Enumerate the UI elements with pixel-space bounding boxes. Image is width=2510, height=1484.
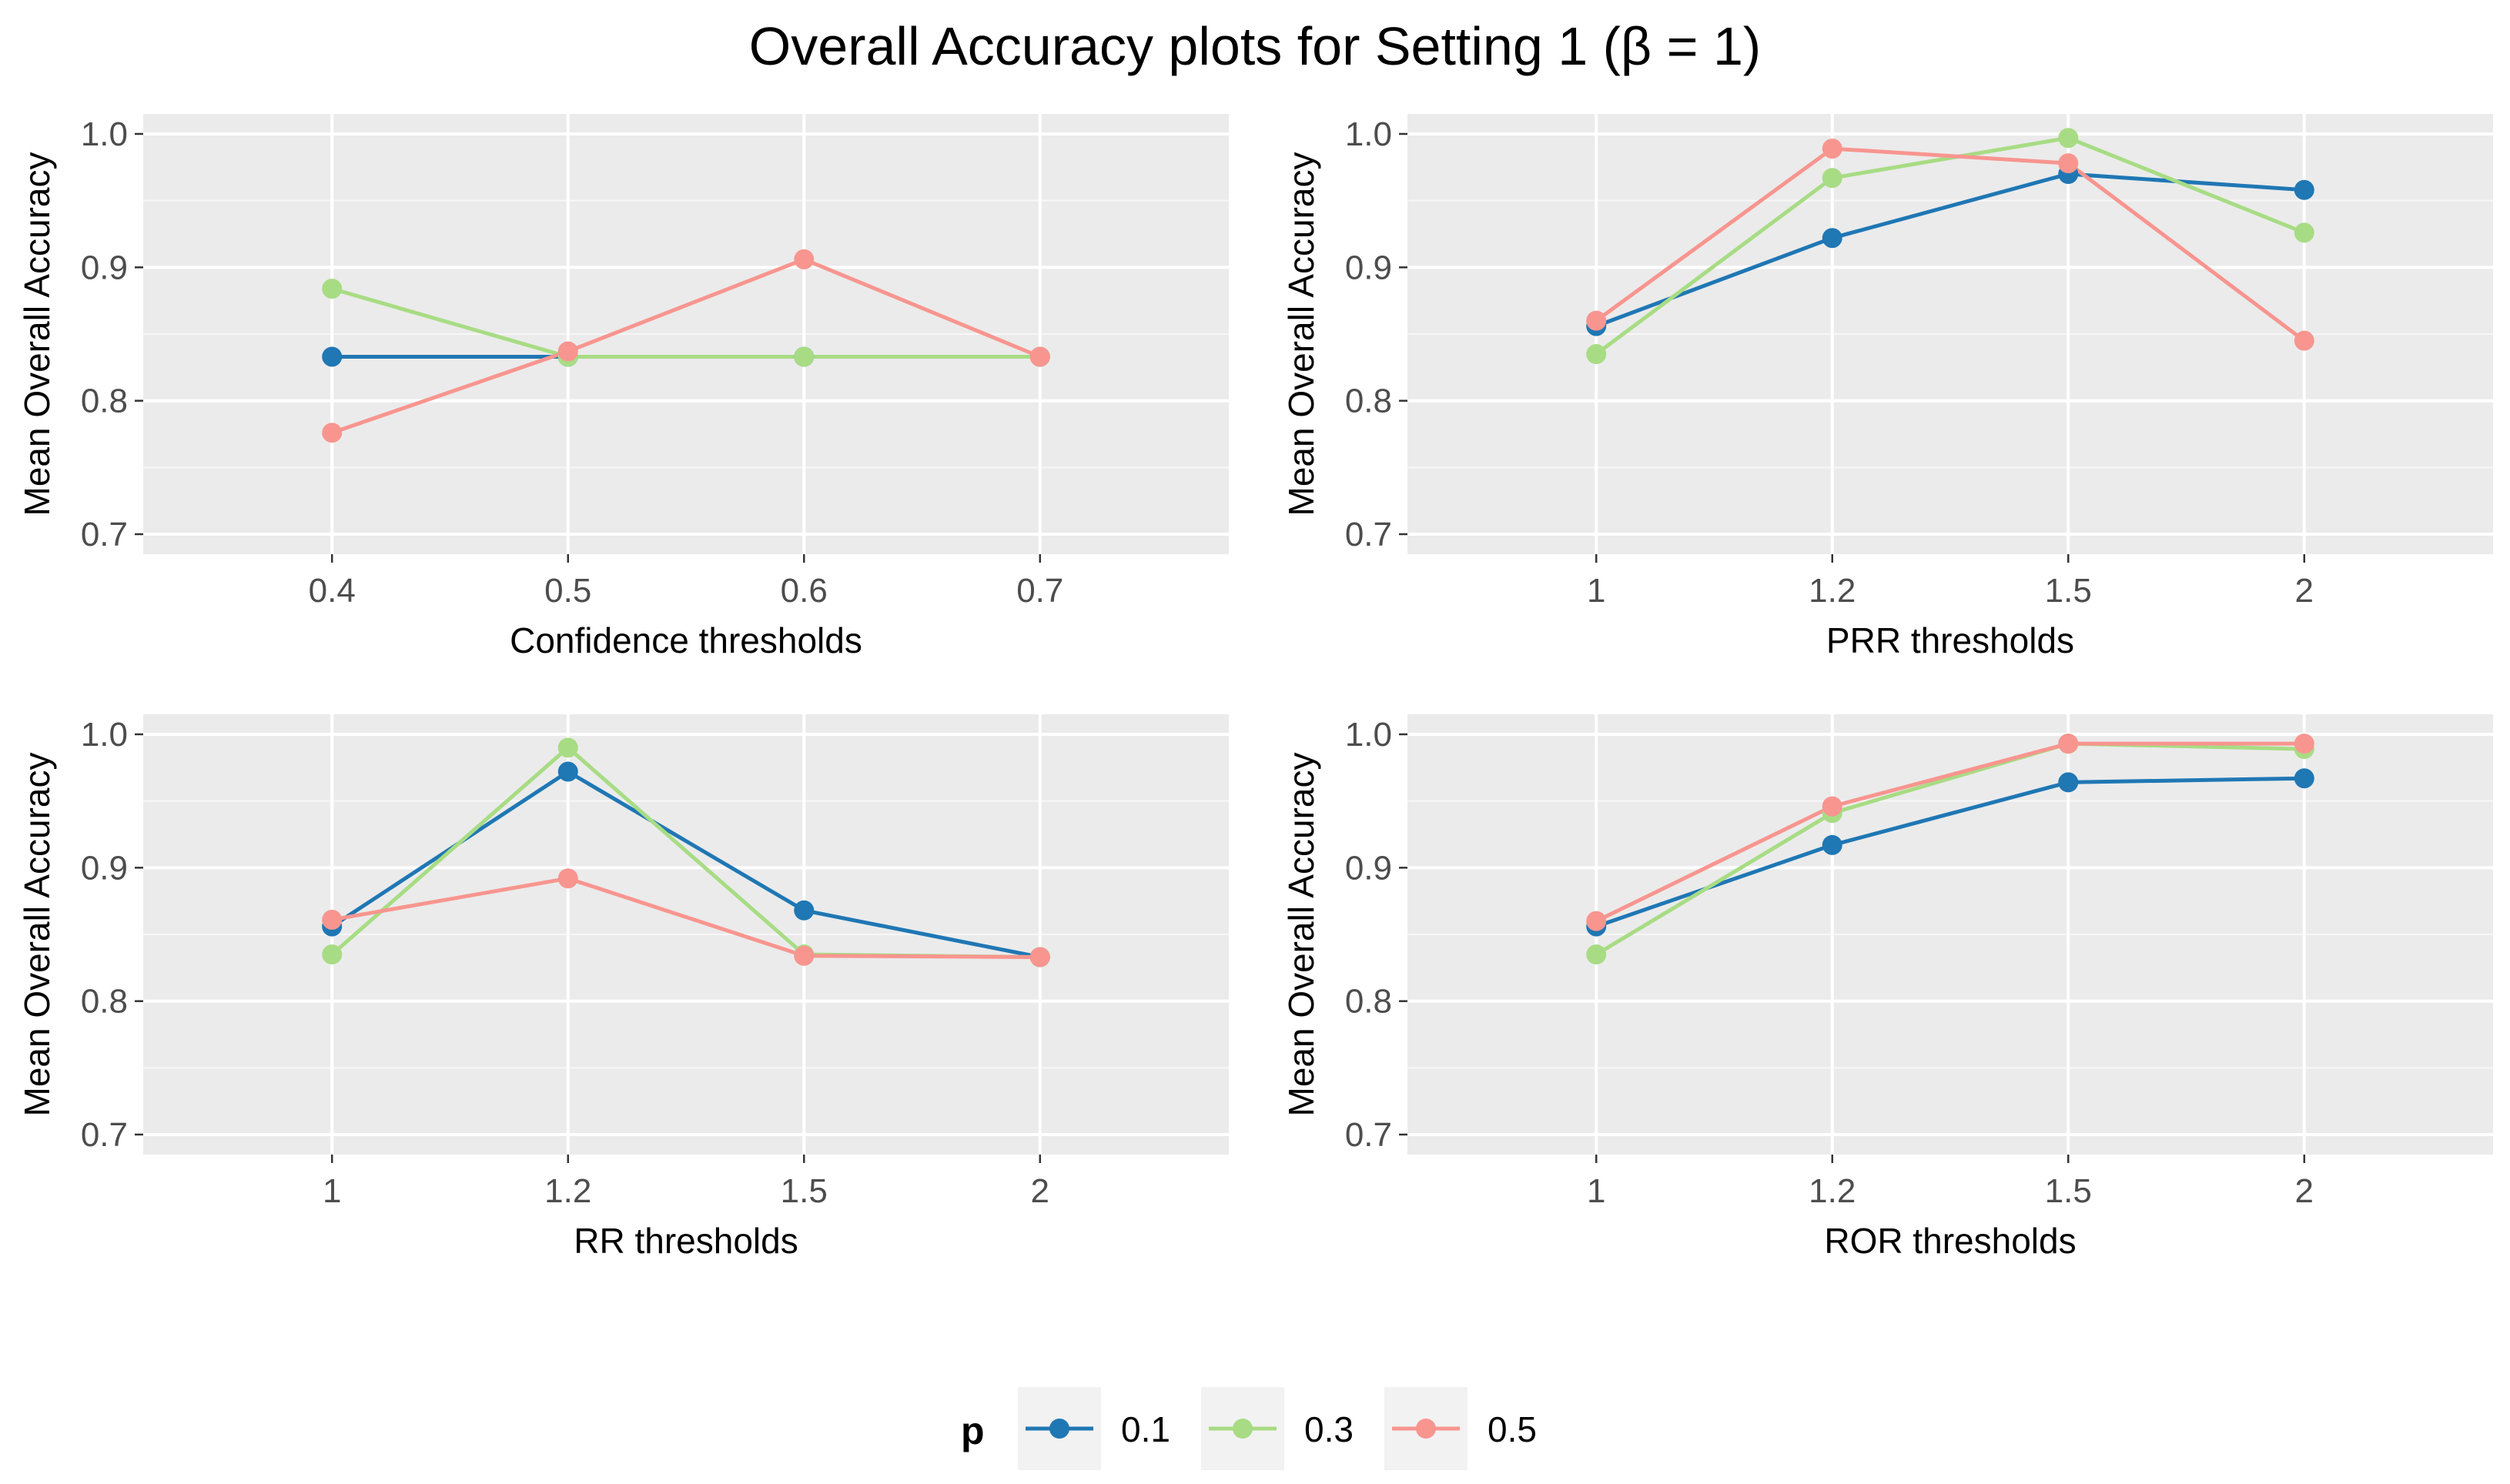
x-tick-label: 1.5: [2045, 1172, 2092, 1210]
data-point: [1822, 796, 1842, 817]
series-line-p-0.3: [1595, 135, 2305, 356]
x-tick-label: 0.6: [781, 572, 828, 610]
legend-title: p: [961, 1409, 985, 1452]
legend-key-point: [1416, 1419, 1436, 1439]
data-point: [322, 909, 343, 930]
y-tick-label: 0.8: [1345, 383, 1392, 420]
data-point: [557, 868, 578, 889]
y-tick-label: 0.9: [1345, 249, 1392, 286]
legend-label: 0.1: [1121, 1409, 1170, 1449]
y-tick-label: 0.7: [81, 516, 128, 553]
panels: 0.7 0.8 0.9 1.0 0.4 0.5 0.6 0.7 Confidence thres…: [17, 114, 2493, 1261]
data-point: [2058, 153, 2079, 174]
y-tick-label: 0.8: [81, 983, 128, 1021]
series-line-p-0.5: [331, 257, 1041, 435]
y-tick-label: 1.0: [81, 716, 128, 754]
y-tick-label: 1.0: [1345, 115, 1392, 153]
data-point: [794, 945, 815, 966]
data-point: [794, 346, 815, 367]
y-axis-title: Mean Overall Accuracy: [17, 152, 57, 516]
y-tick-label: 0.8: [1345, 983, 1392, 1021]
data-point: [794, 249, 815, 269]
x-tick-label: 0.5: [544, 572, 591, 610]
y-tick-label: 0.9: [1345, 849, 1392, 887]
x-tick-label: 1.2: [544, 1172, 591, 1210]
data-point: [2294, 179, 2314, 200]
x-tick-label: 1: [1587, 572, 1605, 610]
y-axis-title: Mean Overall Accuracy: [1281, 152, 1321, 516]
x-tick-label: 0.7: [1016, 572, 1063, 610]
data-point: [1029, 346, 1050, 367]
data-point: [2058, 734, 2079, 754]
series-line-p-0.1: [1595, 172, 2304, 328]
data-point: [322, 944, 343, 964]
data-point: [1586, 344, 1607, 364]
x-axis-title: ROR thresholds: [1824, 1221, 2076, 1261]
x-axis-title: Confidence thresholds: [510, 620, 862, 660]
data-point: [2058, 772, 2079, 793]
legend-label: 0.3: [1304, 1409, 1354, 1449]
series-line-p-0.5: [1595, 146, 2306, 343]
data-point: [2294, 768, 2314, 789]
y-axis-title: Mean Overall Accuracy: [1281, 753, 1321, 1117]
x-tick-label: 2: [2295, 1172, 2314, 1210]
panel-2: 0.7 0.8 0.9 1.0 1 1.2 1.5 2 PRR thresholds Mean O…: [1281, 114, 2493, 660]
x-tick-label: 1.2: [1809, 572, 1856, 610]
x-tick-label: 2: [1031, 1172, 1049, 1210]
y-axis-title: Mean Overall Accuracy: [17, 753, 57, 1117]
legend-key-point: [1049, 1419, 1069, 1439]
data-point: [2294, 330, 2314, 351]
x-axis-title: PRR thresholds: [1826, 620, 2074, 660]
data-point: [794, 900, 815, 921]
panel-4: 0.7 0.8 0.9 1.0 1 1.2 1.5 2 ROR thresholds Mean O…: [1281, 714, 2493, 1261]
y-tick-label: 1.0: [81, 115, 128, 153]
x-tick-label: 2: [2295, 572, 2314, 610]
y-tick-label: 0.9: [81, 249, 128, 286]
data-point: [557, 737, 578, 758]
legend-label: 0.5: [1488, 1409, 1537, 1449]
y-tick-label: 0.8: [81, 383, 128, 420]
x-tick-label: 1.5: [781, 1172, 828, 1210]
data-point: [1822, 228, 1842, 249]
series-line-p-0.5: [331, 876, 1040, 959]
data-point: [557, 761, 578, 782]
data-point: [322, 279, 343, 299]
data-point: [1586, 911, 1607, 931]
panel-1: 0.7 0.8 0.9 1.0 0.4 0.5 0.6 0.7 Confidence thres…: [17, 114, 1229, 660]
legend-key-point: [1233, 1419, 1253, 1439]
panel-3: 0.7 0.8 0.9 1.0 1 1.2 1.5 2 RR thresholds Mean Ov…: [17, 714, 1229, 1261]
data-point: [322, 346, 343, 367]
data-point: [1822, 139, 1842, 159]
y-tick-label: 1.0: [1345, 716, 1392, 754]
y-tick-label: 0.7: [81, 1116, 128, 1154]
series-line-p-0.3: [331, 286, 1040, 359]
figure-title: Overall Accuracy plots for Setting 1 (β …: [749, 16, 1761, 76]
legend: p 0.1 0.3 0.5: [961, 1387, 1537, 1470]
data-point: [1822, 168, 1842, 189]
data-point: [2294, 222, 2314, 243]
data-point: [557, 341, 578, 362]
y-tick-label: 0.9: [81, 849, 128, 887]
x-tick-label: 1: [1587, 1172, 1605, 1210]
data-point: [2058, 128, 2079, 149]
series-line-p-0.5: [1595, 741, 2304, 923]
y-tick-label: 0.7: [1345, 1116, 1392, 1154]
data-point: [1586, 310, 1607, 331]
data-point: [2294, 734, 2314, 754]
x-tick-label: 1.2: [1809, 1172, 1856, 1210]
x-tick-label: 1.5: [2045, 572, 2092, 610]
y-tick-label: 0.7: [1345, 516, 1392, 553]
x-tick-label: 1: [323, 1172, 341, 1210]
data-point: [322, 423, 343, 443]
x-tick-label: 0.4: [309, 572, 356, 610]
x-axis-title: RR thresholds: [574, 1221, 798, 1261]
data-point: [1029, 947, 1050, 968]
data-point: [1586, 944, 1607, 964]
series-line-p-0.3: [1595, 741, 2304, 957]
data-point: [1822, 834, 1842, 855]
